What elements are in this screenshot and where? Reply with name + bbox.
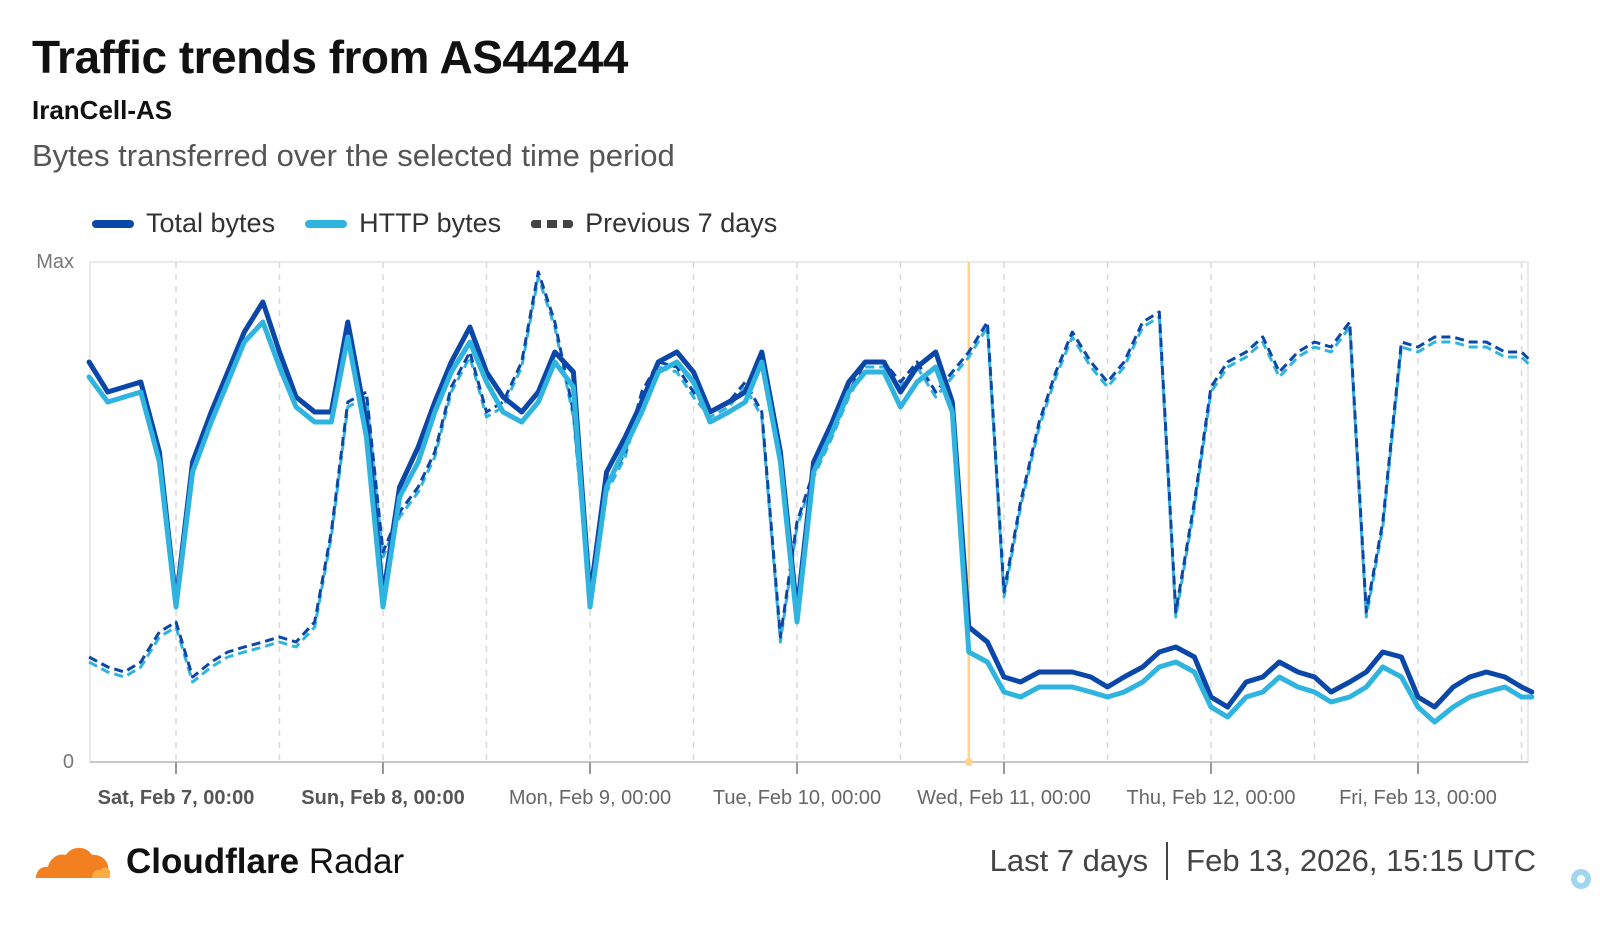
x-tick-label: Sun, Feb 8, 00:00	[301, 787, 464, 809]
legend-label-previous: Previous 7 days	[585, 208, 778, 238]
timestamp-label: Feb 13, 2026, 15:15 UTC	[1186, 843, 1536, 878]
x-tick-label: Tue, Feb 10, 00:00	[713, 787, 881, 809]
brand-text: Cloudflare Radar	[126, 842, 404, 882]
chart-description: Bytes transferred over the selected time…	[32, 138, 675, 173]
watermark-logo	[1570, 868, 1592, 890]
time-marker-dot	[964, 758, 973, 766]
legend-label-total: Total bytes	[146, 208, 276, 238]
chart-legend: Total bytes HTTP bytes Previous 7 days	[92, 208, 777, 239]
brand-text-light: Radar	[308, 842, 405, 881]
series-http-line	[86, 319, 1535, 725]
footer-separator	[1166, 842, 1169, 880]
legend-item-http[interactable]: HTTP bytes	[305, 208, 501, 239]
watermark-icon	[1571, 869, 1591, 889]
x-tick-label: Thu, Feb 12, 00:00	[1126, 787, 1295, 809]
chart-subtitle: IranCell-AS	[32, 95, 173, 125]
cloudflare-cloud-icon	[36, 847, 110, 878]
x-tick-label: Wed, Feb 11, 00:00	[917, 787, 1091, 809]
chart-title: Traffic trends from AS44244	[32, 31, 628, 83]
range-label: Last 7 days	[989, 843, 1149, 878]
legend-swatch-total	[92, 219, 134, 228]
legend-item-previous[interactable]: Previous 7 days	[531, 208, 777, 239]
legend-swatch-http	[305, 219, 348, 228]
x-tick-label: Mon, Feb 9, 00:00	[509, 787, 671, 809]
y-tick-label-max: Max	[36, 251, 74, 273]
legend-item-total[interactable]: Total bytes	[92, 208, 275, 239]
brand-text-bold: Cloudflare	[126, 842, 300, 881]
cloudflare-radar-logo: Cloudflare Radar	[32, 842, 404, 882]
y-tick-label-zero: 0	[63, 751, 74, 773]
x-tick-label: Fri, Feb 13, 00:00	[1339, 787, 1497, 809]
legend-swatch-previous	[531, 219, 574, 228]
footer-range: Last 7 days Feb 13, 2026, 15:15 UTC	[990, 842, 1536, 880]
x-tick-label: Sat, Feb 7, 00:00	[98, 787, 255, 809]
line-chart: Max 0 Sat, Feb 7, 00:00 Sun, Feb 8, 00:00 Mo…	[36, 251, 1535, 809]
legend-label-http: HTTP bytes	[359, 208, 502, 238]
